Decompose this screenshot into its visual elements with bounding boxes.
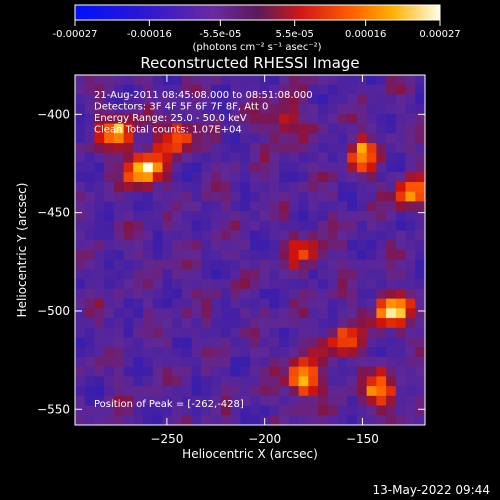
axis-ticks: −250 −200 −150 −400 −450 −500 −550 [37,75,425,446]
colorbar-tick-label: 5.5e-05 [275,29,313,40]
colorbar-tick-label: -0.00027 [53,29,98,40]
colorbar-tick-label: 0.00016 [345,29,386,40]
x-tick-label: −200 [248,432,281,446]
y-tick-label: −500 [37,304,70,318]
y-axis-label: Heliocentric Y (arcsec) [15,183,29,318]
chart-title: Reconstructed RHESSI Image [140,54,359,72]
y-tick-label: −450 [37,206,70,220]
annotation-line: Energy Range: 25.0 - 50.0 keV [94,113,247,124]
annotation-block: 21-Aug-2011 08:45:08.000 to 08:51:08.000… [94,90,313,136]
x-tick-label: −250 [150,432,183,446]
colorbar-tick-label: -0.00016 [127,29,172,40]
annotation-line: Detectors: 3F 4F 5F 6F 7F 8F, Att 0 [94,102,268,113]
y-tick-label: −400 [37,107,70,121]
y-tick-label: −550 [37,402,70,416]
colorbar-ticks: -0.00027 -0.00016 -5.5e-05 5.5e-05 0.00016 0.… [53,20,461,40]
colorbar-tick-label: 0.00027 [419,29,460,40]
footer-timestamp: 13-May-2022 09:44 [373,483,490,497]
colorbar-tick-label: -5.5e-05 [199,29,241,40]
colorbar [74,4,441,21]
plot-frame [74,74,426,426]
heatmap-image [75,75,425,425]
annotation-line: Clean Total counts: 1.07E+04 [94,125,242,136]
annotation-line: 21-Aug-2011 08:45:08.000 to 08:51:08.000 [94,90,313,101]
colorbar-units: (photons cm⁻² s⁻¹ asec⁻²) [192,42,321,53]
x-tick-label: −150 [346,432,379,446]
peak-position-label: Position of Peak = [-262,-428] [94,399,244,410]
x-axis-label: Heliocentric X (arcsec) [182,447,318,461]
